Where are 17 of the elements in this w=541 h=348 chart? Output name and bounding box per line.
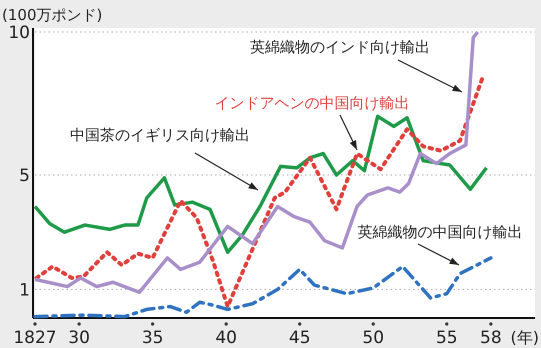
ytick: 1 [19, 280, 30, 300]
series-label: インドアヘンの中国向け輸出 [214, 94, 410, 112]
series-label: 英綿織物の中国向け輸出 [358, 223, 522, 241]
ylabel: (100万ポンド) [2, 6, 102, 24]
xtick: 58 [480, 328, 502, 348]
xtick: 1827 [13, 328, 57, 348]
xtick: 30 [68, 328, 90, 348]
ytick: 5 [19, 166, 30, 186]
xtick: 40 [215, 328, 237, 348]
xtick: 50 [362, 328, 384, 348]
series-label: 中国茶のイギリス向け輸出 [70, 126, 250, 144]
ytick: 10 [8, 23, 30, 43]
xtick: 35 [142, 328, 164, 348]
xtick: 45 [288, 328, 311, 348]
xtick: 55 [436, 328, 458, 348]
series-label: 英綿織物のインド向け輸出 [250, 38, 430, 56]
xlabel: (年) [510, 328, 539, 347]
